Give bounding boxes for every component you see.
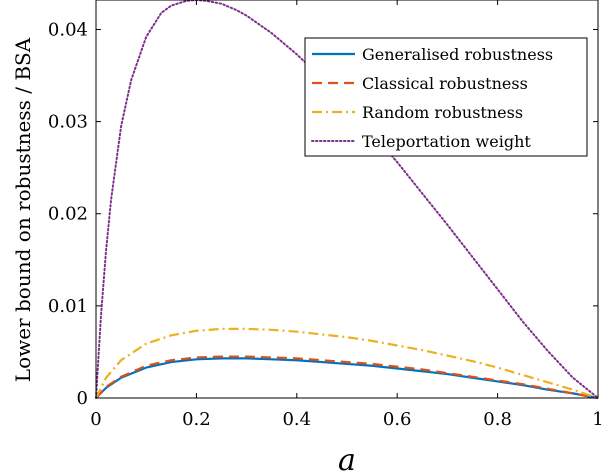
legend: Generalised robustness Classical robustne… (304, 37, 588, 157)
legend-label: Teleportation weight (362, 132, 531, 151)
x-tick-label: 0 (90, 409, 101, 430)
legend-box (304, 37, 588, 157)
y-tick-label: 0.03 (48, 112, 88, 133)
x-tick-label: 1 (592, 409, 603, 430)
series-line-generalised-robustness (95, 357, 599, 400)
y-tick-label: 0.02 (48, 204, 88, 225)
y-tick-label: 0 (77, 388, 88, 409)
legend-label: Random robustness (362, 103, 523, 122)
series-line-teleportation-weight (95, 0, 599, 399)
x-tick-label: 0.6 (383, 409, 412, 430)
axes-box (95, 0, 599, 399)
x-tick-label: 0.2 (182, 409, 211, 430)
y-tick-label: 0.04 (48, 19, 88, 40)
y-axis: 0 0.01 0.02 0.03 0.04 (48, 19, 598, 409)
x-tick-label: 0.8 (483, 409, 512, 430)
legend-label: Classical robustness (362, 74, 528, 93)
y-tick-label: 0.01 (48, 296, 88, 317)
y-axis-title: Lower bound on robustness / BSA (11, 37, 35, 382)
x-axis-title: a (338, 443, 356, 472)
series-line-classical-robustness (95, 355, 599, 400)
x-axis: 0 0.2 0.4 0.6 0.8 1 (90, 0, 604, 430)
legend-label: Generalised robustness (362, 45, 553, 64)
x-tick-label: 0.4 (282, 409, 311, 430)
series-layer (95, 0, 599, 400)
series-line-random-robustness (95, 327, 599, 400)
